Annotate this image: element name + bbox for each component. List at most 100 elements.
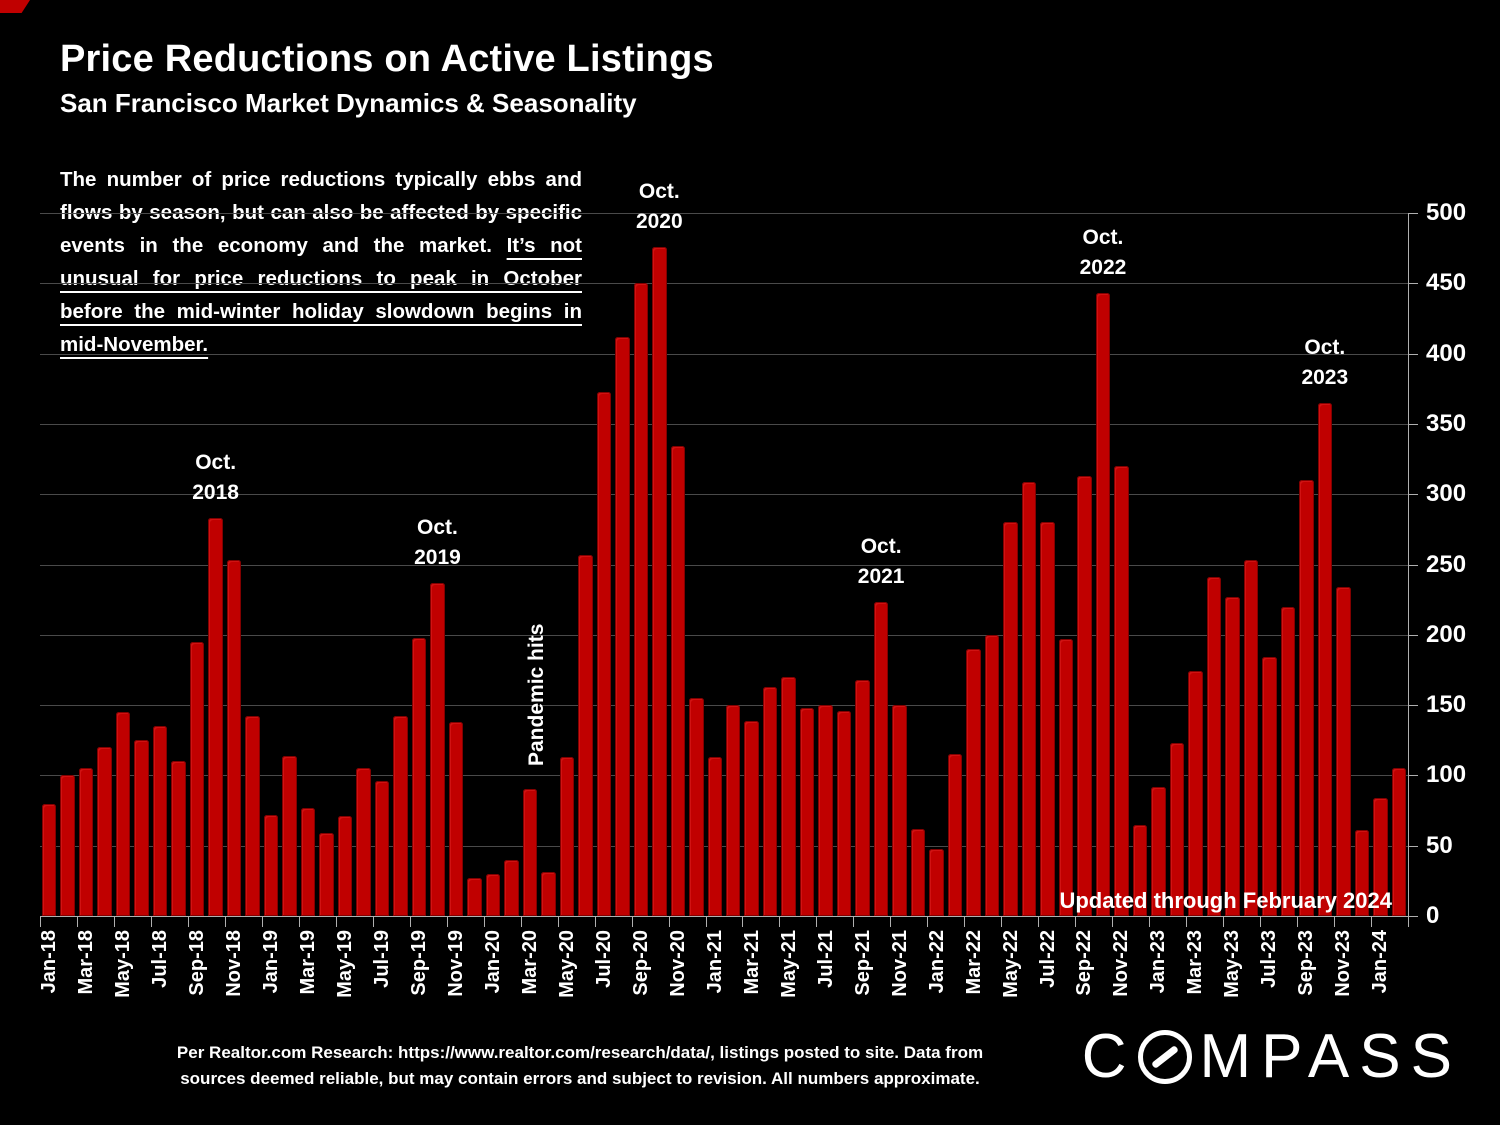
- x-axis-label: Jan-20: [481, 930, 504, 994]
- bar-Jan-24: [1373, 797, 1388, 916]
- x-axis-tick: [76, 917, 78, 927]
- x-axis-label: Mar-21: [740, 930, 763, 995]
- y-axis-tick: [1409, 423, 1418, 425]
- bar-Sep-19: [411, 637, 427, 916]
- bar-Dec-21: [910, 828, 926, 916]
- bar-Apr-19: [319, 833, 334, 916]
- gridline: [40, 845, 1408, 847]
- bar-Aug-21: [836, 710, 852, 916]
- y-axis-tick: [1409, 213, 1418, 214]
- bar-Jun-22: [1021, 481, 1037, 916]
- y-axis-label: 500: [1426, 199, 1467, 226]
- gridline: [40, 353, 1408, 355]
- x-axis-tick: [261, 917, 263, 927]
- x-axis-tick: [1075, 917, 1077, 927]
- x-axis-label: May-19: [334, 930, 357, 998]
- y-axis-tick: [1409, 775, 1418, 777]
- x-axis-tick: [372, 917, 374, 927]
- compass-needle-icon: [1137, 1030, 1192, 1084]
- peak-annotation-Oct-22: Oct. 2022: [1079, 226, 1127, 280]
- y-axis-tick: [1409, 353, 1418, 355]
- x-axis-label: May-23: [1221, 930, 1244, 998]
- x-axis-label: Jan-22: [925, 930, 948, 994]
- y-axis-label: 200: [1426, 620, 1467, 648]
- peak-annotation-Oct-19: Oct. 2019: [414, 515, 461, 569]
- y-axis-label: 350: [1426, 409, 1467, 437]
- bar-Oct-21: [873, 602, 889, 916]
- source-note-line2: sources deemed reliable, but may contain…: [180, 1069, 980, 1088]
- y-axis-tick: [1409, 564, 1418, 566]
- bar-Mar-18: [78, 768, 94, 916]
- x-axis-tick: [1371, 917, 1373, 927]
- compass-logo: C MPASS: [1082, 1026, 1462, 1088]
- x-axis-tick: [1038, 917, 1040, 927]
- intro-paragraph: The number of price reductions typically…: [60, 163, 582, 361]
- bar-Jun-21: [799, 707, 815, 916]
- x-axis-tick: [631, 917, 633, 927]
- bar-Nov-23: [1336, 587, 1351, 916]
- x-axis-label: Jul-23: [1258, 930, 1281, 988]
- x-axis-tick: [1260, 917, 1262, 927]
- x-axis-tick: [1297, 917, 1299, 927]
- page-subtitle: San Francisco Market Dynamics & Seasonal…: [60, 88, 637, 118]
- x-axis-tick: [187, 917, 189, 927]
- bar-Sep-21: [855, 679, 870, 916]
- bar-Apr-21: [762, 686, 778, 916]
- x-axis-label: Sep-22: [1073, 930, 1096, 996]
- bar-Feb-22: [947, 754, 963, 916]
- y-axis-label: 150: [1426, 691, 1467, 719]
- x-axis-tick: [705, 917, 707, 927]
- y-axis-label: 300: [1426, 480, 1467, 508]
- page-title: Price Reductions on Active Listings: [60, 38, 714, 80]
- bar-Jan-20: [485, 873, 501, 916]
- bar-Jul-21: [818, 705, 833, 916]
- bar-Sep-20: [633, 283, 649, 916]
- x-axis-tick: [964, 917, 966, 927]
- bar-Feb-18: [60, 775, 75, 916]
- x-axis-tick: [890, 917, 892, 927]
- bar-Mar-21: [744, 720, 759, 916]
- x-axis-label: Nov-23: [1332, 930, 1355, 997]
- bar-May-19: [337, 816, 353, 916]
- logo-letters-mpass: MPASS: [1199, 1022, 1462, 1091]
- source-note-line1: Per Realtor.com Research: https://www.re…: [176, 1043, 984, 1062]
- x-axis-label: May-20: [555, 930, 578, 998]
- bar-Aug-23: [1280, 606, 1296, 916]
- bar-Jul-18: [152, 726, 168, 916]
- bar-Oct-18: [208, 518, 223, 916]
- gridline: [40, 423, 1408, 425]
- x-axis-label: May-22: [999, 930, 1022, 998]
- x-axis-label: Mar-23: [1184, 930, 1207, 995]
- bar-Jul-19: [374, 781, 390, 916]
- y-axis-label: 450: [1426, 269, 1467, 297]
- x-axis-tick: [40, 917, 41, 927]
- y-axis-tick: [1409, 845, 1418, 847]
- x-axis-label: Sep-18: [186, 930, 209, 996]
- x-axis-tick: [1001, 917, 1003, 927]
- bar-Jan-18: [41, 803, 57, 916]
- bar-Jul-22: [1040, 522, 1055, 916]
- x-axis-tick: [520, 917, 522, 927]
- bar-Jul-23: [1262, 657, 1277, 916]
- bar-Nov-20: [670, 446, 686, 916]
- bar-Apr-18: [97, 747, 112, 916]
- bar-May-20: [559, 757, 575, 916]
- bar-Feb-23: [1169, 743, 1185, 916]
- bar-chart: [40, 213, 1409, 917]
- x-axis-label: Mar-22: [962, 930, 985, 995]
- peak-annotation-Oct-18: Oct. 2018: [192, 451, 239, 505]
- peak-annotation-Oct-20: Oct. 2020: [635, 179, 683, 233]
- y-axis-tick: [1409, 283, 1418, 285]
- bar-Aug-19: [393, 716, 408, 916]
- x-axis-tick: [483, 917, 485, 927]
- y-axis-label: 0: [1426, 902, 1440, 929]
- x-axis-label: Mar-20: [518, 930, 541, 995]
- bar-Jan-22: [929, 848, 944, 916]
- bar-Dec-20: [689, 698, 704, 916]
- bar-Sep-23: [1299, 480, 1314, 916]
- bar-Apr-22: [984, 634, 1000, 916]
- x-axis-tick: [409, 917, 411, 927]
- bar-Feb-24: [1391, 768, 1406, 916]
- updated-annotation: Updated through February 2024: [1059, 888, 1392, 913]
